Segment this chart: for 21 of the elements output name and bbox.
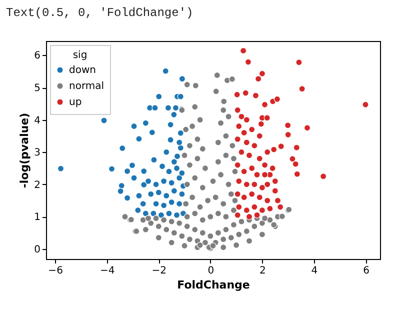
legend-title: sig (72, 50, 88, 61)
x-tick-label: −2 (152, 266, 167, 276)
y-tick-label: 5 (34, 83, 40, 94)
x-tick-label: −4 (100, 266, 115, 276)
x-tick-label: 6 (363, 266, 370, 276)
y-tick-label: 3 (34, 148, 40, 159)
x-tick-label: 2 (260, 266, 266, 276)
legend-label: up (69, 97, 82, 108)
y-axis-title: -log(pvalue) (18, 112, 32, 188)
x-axis-title: FoldChange (177, 278, 250, 292)
legend-label: down (69, 65, 96, 76)
y-tick-label: 6 (34, 50, 40, 62)
y-tick-label: 4 (34, 115, 40, 126)
text: Text(0.5, 0, 'FoldChange') (6, 6, 194, 20)
x-tick-label: 0 (208, 266, 214, 276)
y-tick-label: 2 (34, 180, 40, 191)
legend-label: normal (69, 81, 104, 92)
x-tick-label: −6 (48, 266, 63, 276)
y-tick-label: 0 (34, 244, 40, 256)
y-tick-label: 1 (34, 212, 40, 224)
x-tick-label: 4 (311, 266, 318, 276)
